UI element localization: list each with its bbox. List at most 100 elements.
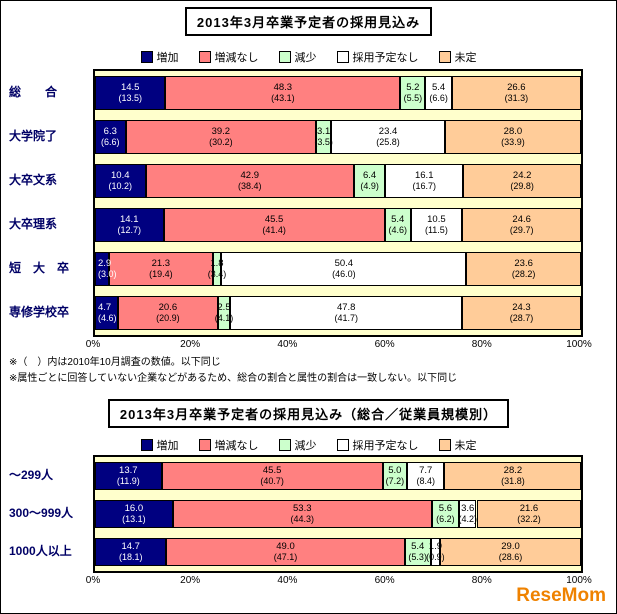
segment-label: 24.2 (29.8) xyxy=(510,170,534,192)
x-tick-label: 100% xyxy=(566,575,592,586)
x-tick-label: 40% xyxy=(277,575,298,586)
legend-label: 減少 xyxy=(294,52,317,64)
segment-value: 49.0 xyxy=(276,540,295,552)
segment-value: 26.6 xyxy=(507,81,526,93)
segment-prev-value: (28.2) xyxy=(511,269,536,280)
bar-segment: 24.2 (29.8) xyxy=(463,164,581,198)
segment-prev-value: (3.5) xyxy=(314,137,333,148)
segment-prev-value: (16.7) xyxy=(412,181,437,192)
segment-value: 21.3 xyxy=(151,257,171,269)
segment-prev-value: (6.6) xyxy=(101,137,120,148)
category-label: 300～999人 xyxy=(9,505,74,520)
stacked-bar: 16.0 (13.1) 53.3 (44.3) 5.6 (6.2) 3.6 (4.2) 21.6… xyxy=(95,500,581,528)
bar-segment: 1.8 (3.4) xyxy=(208,252,226,286)
segment-value: 14.5 xyxy=(120,81,140,93)
segment-value: 10.4 xyxy=(111,169,130,181)
segment-prev-value: (32.2) xyxy=(517,514,541,525)
stacked-bar: 13.7 (11.9) 45.5 (40.7) 5.0 (7.2) 7.7 (8.4) 28.2… xyxy=(95,462,581,490)
legend: 増加 増減なし 減少 採用予定なし 未定 xyxy=(1,49,616,65)
segment-label: 23.6 (28.2) xyxy=(512,258,536,280)
bar-segment: 45.5 (41.4) xyxy=(163,208,385,242)
plot-area: 13.7 (11.9) 45.5 (40.7) 5.0 (7.2) 7.7 (8.4) 28.2… xyxy=(93,455,583,573)
segment-prev-value: (33.9) xyxy=(501,137,525,148)
chart-hiring-outlook-by-attribute: 2013年3月卒業予定者の採用見込み 増加 増減なし 減少 採用予定なし 未定 総 合大… xyxy=(1,7,616,353)
segment-label: 10.4 (10.2) xyxy=(109,170,133,192)
x-tick-label: 20% xyxy=(180,339,201,350)
segment-prev-value: (20.9) xyxy=(156,313,180,324)
bar-segment: 21.6 (32.2) xyxy=(476,500,581,528)
segment-value: 50.4 xyxy=(334,257,354,269)
segment-value: 5.2 xyxy=(406,81,420,93)
category-label: 大卒理系 xyxy=(9,216,58,231)
legend-item: 減少 xyxy=(278,49,317,65)
legend: 増加 増減なし 減少 採用予定なし 未定 xyxy=(1,437,616,453)
segment-prev-value: (28.6) xyxy=(498,552,523,563)
segment-label: 5.6 (6.2) xyxy=(436,503,455,525)
bar-segment: 53.3 (44.3) xyxy=(172,500,432,528)
bar-segment: 2.5 (4.1) xyxy=(215,296,233,330)
segment-label: 10.5 (11.5) xyxy=(425,214,448,236)
segment-label: 48.3 (43.1) xyxy=(271,82,295,104)
bar-segment: 49.0 (47.1) xyxy=(166,538,405,566)
segment-prev-value: (4.2) xyxy=(458,514,477,525)
segment-value: 24.2 xyxy=(512,169,532,181)
segment-value: 20.6 xyxy=(158,301,178,313)
segment-value: 5.4 xyxy=(431,81,446,93)
segment-value: 1.8 xyxy=(210,257,224,269)
chart-title-row: 2013年3月卒業予定者の採用見込み（総合／従業員規模別） xyxy=(1,399,616,428)
chart-title: 2013年3月卒業予定者の採用見込み xyxy=(184,7,433,36)
segment-value: 14.7 xyxy=(121,540,140,552)
segment-label: 7.7 (8.4) xyxy=(416,465,435,487)
segment-prev-value: (19.4) xyxy=(149,269,173,280)
bar-segment: 29.0 (28.6) xyxy=(440,538,581,566)
segment-prev-value: (6.6) xyxy=(429,93,448,104)
bar-segment: 5.4 (5.3) xyxy=(404,538,431,566)
x-tick-label: 20% xyxy=(180,575,201,586)
legend-item: 採用予定なし xyxy=(336,49,419,65)
bar-segment: 26.6 (31.3) xyxy=(451,76,581,110)
segment-value: 13.7 xyxy=(119,464,138,476)
segment-value: 6.4 xyxy=(362,169,377,181)
category-label: 大卒文系 xyxy=(9,172,58,187)
segment-label: 21.3 (19.4) xyxy=(149,258,173,280)
legend-swatch xyxy=(140,439,153,451)
stacked-bar: 14.7 (18.1) 49.0 (47.1) 5.4 (5.3) 1.9 (0.9) 29.0… xyxy=(95,538,581,566)
segment-label: 3.1 (3.5) xyxy=(314,126,333,148)
bar-segment: 48.3 (43.1) xyxy=(165,76,401,110)
x-tick-label: 40% xyxy=(277,339,298,350)
legend-swatch xyxy=(438,51,451,63)
bar-segment: 1.9 (0.9) xyxy=(426,538,445,566)
bar-segment: 5.6 (6.2) xyxy=(431,500,459,528)
bar-segment: 14.5 (13.5) xyxy=(95,76,166,110)
segment-prev-value: (4.1) xyxy=(214,313,234,324)
segment-value: 28.2 xyxy=(503,464,523,476)
x-tick-label: 80% xyxy=(471,575,492,586)
legend-label: 採用予定なし xyxy=(352,52,419,64)
legend-label: 増加 xyxy=(156,52,179,64)
bar-segment: 24.3 (28.7) xyxy=(462,296,581,330)
category-label: 専修学校卒 xyxy=(9,304,70,319)
segment-prev-value: (0.9) xyxy=(426,552,445,563)
segment-label: 49.0 (47.1) xyxy=(274,541,298,563)
segment-prev-value: (31.3) xyxy=(504,93,529,104)
segment-label: 5.4 (4.6) xyxy=(388,214,407,236)
segment-value: 7.7 xyxy=(419,464,433,476)
segment-value: 28.0 xyxy=(503,125,523,137)
segment-label: 24.6 (29.7) xyxy=(510,214,534,236)
segment-value: 23.6 xyxy=(514,257,533,269)
legend-label: 未定 xyxy=(454,440,477,452)
stacked-bar: 4.7 (4.6) 20.6 (20.9) 2.5 (4.1) 47.8 (41.7) 24.3… xyxy=(95,296,581,330)
bar-segment: 14.7 (18.1) xyxy=(95,538,167,566)
segment-value: 3.1 xyxy=(317,125,331,137)
segment-prev-value: (4.6) xyxy=(98,313,117,324)
segment-prev-value: (8.4) xyxy=(416,476,435,487)
legend-label: 増減なし xyxy=(214,52,259,64)
segment-label: 20.6 (20.9) xyxy=(156,302,180,324)
legend-swatch xyxy=(278,51,291,63)
bar-segment: 23.6 (28.2) xyxy=(466,252,581,286)
segment-value: 23.4 xyxy=(378,125,398,137)
legend-item: 減少 xyxy=(278,437,317,453)
bar-segment: 16.1 (16.7) xyxy=(385,164,464,198)
bar-segment: 5.0 (7.2) xyxy=(382,462,407,490)
chart-title: 2013年3月卒業予定者の採用見込み（総合／従業員規模別） xyxy=(107,399,510,428)
